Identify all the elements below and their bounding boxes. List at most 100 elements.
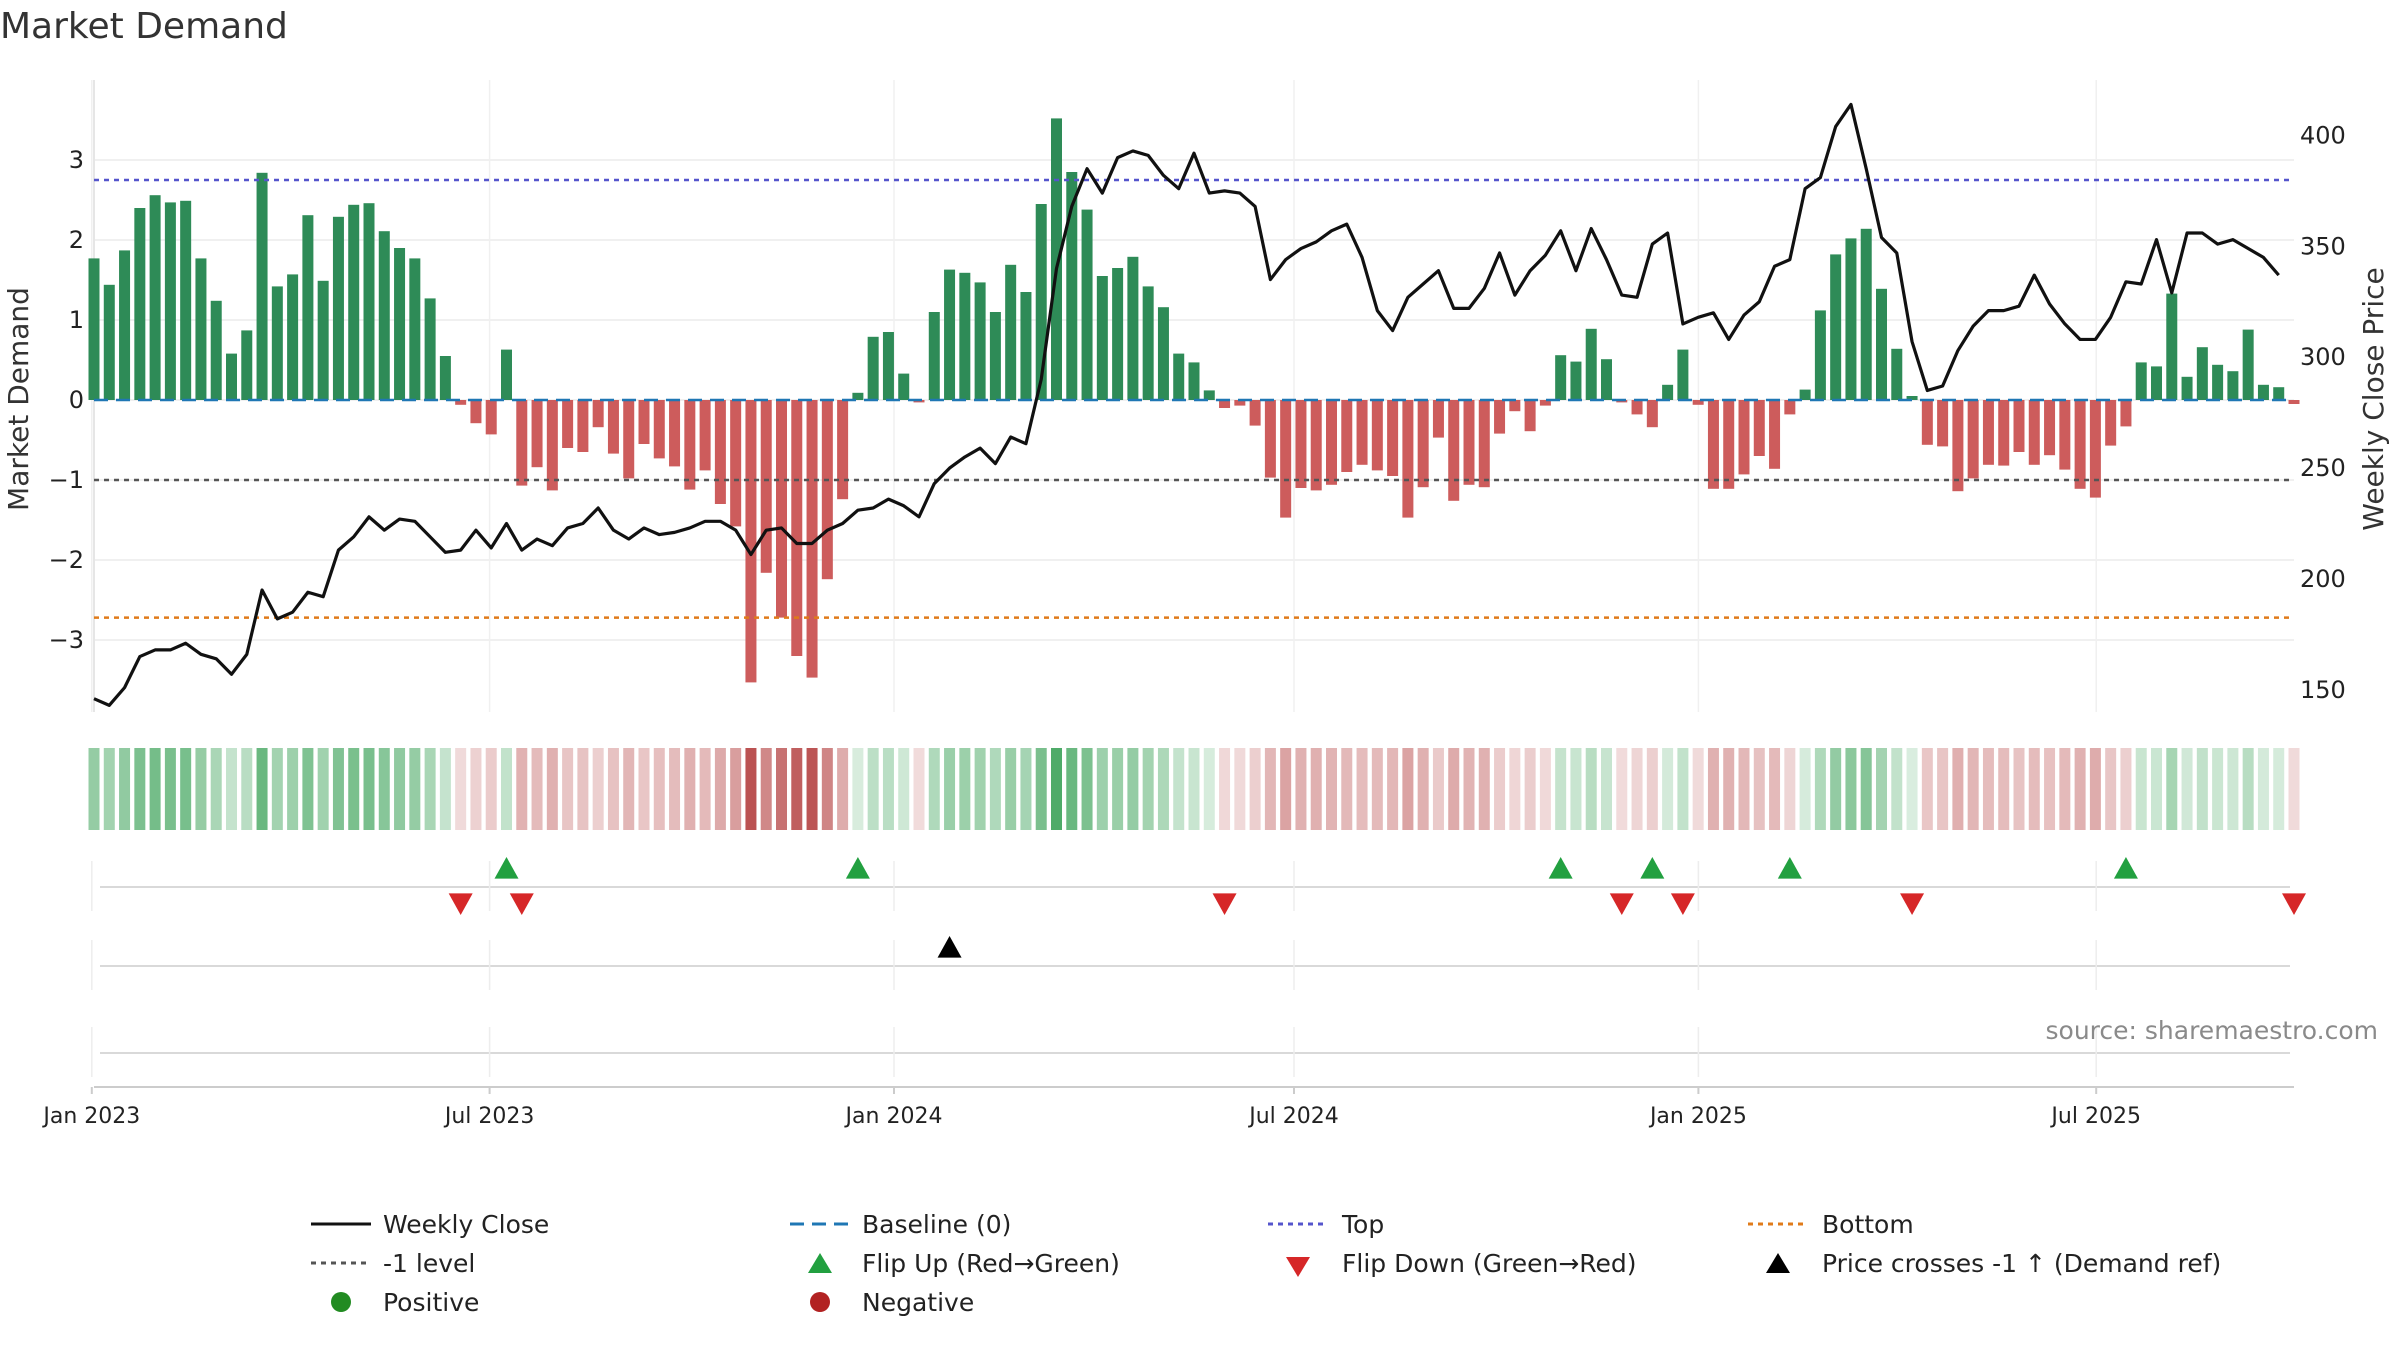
heat-cell [1876, 748, 1887, 830]
demand-bar [1448, 400, 1460, 501]
flip-down-marker [1212, 893, 1237, 915]
heat-cell [119, 748, 131, 830]
heat-cell [2212, 748, 2224, 830]
demand-bar [1341, 400, 1353, 472]
flip-up-marker [1640, 857, 1665, 879]
demand-bar [210, 300, 222, 400]
demand-bar [1921, 400, 1933, 445]
demand-bar [1876, 288, 1887, 400]
heat-cell [2135, 748, 2147, 830]
demand-bar [2013, 400, 2025, 452]
heat-cell [2227, 748, 2239, 830]
heat-cell [837, 748, 849, 830]
x-tick-label: Jan 2024 [844, 1104, 943, 1129]
demand-bar [2151, 366, 2162, 400]
demand-bar [1494, 400, 1506, 434]
heat-cell [592, 748, 604, 830]
demand-bar [1356, 400, 1368, 465]
heat-cell [1020, 748, 1032, 830]
demand-bar [806, 400, 818, 678]
demand-bar [898, 373, 910, 400]
flip-up-marker [1777, 857, 1802, 879]
reference-lines [94, 178, 2294, 619]
heat-cell [1631, 748, 1643, 830]
heat-cell [302, 748, 314, 830]
heat-cell [287, 748, 299, 830]
heat-cell [439, 748, 451, 830]
demand-bar [119, 250, 131, 400]
demand-bar [1188, 362, 1200, 400]
heat-cell [959, 748, 971, 830]
heat-cell [1998, 748, 2010, 830]
flip-down-marker [509, 893, 534, 915]
demand-bar [2105, 400, 2117, 446]
heat-cell [164, 748, 176, 830]
demand-bar [332, 216, 344, 400]
heat-cell [2074, 748, 2086, 830]
demand-bar [1157, 307, 1169, 400]
heat-cell [623, 748, 635, 830]
legend-level: -1 level [383, 1249, 475, 1278]
chart-title: Market Demand [0, 6, 288, 47]
heat-cell [1005, 748, 1017, 830]
price-cross-marker [937, 936, 962, 958]
demand-bar [1310, 400, 1322, 491]
demand-bar [424, 298, 436, 400]
heat-cell [1738, 748, 1750, 830]
demand-bar [1020, 292, 1032, 400]
demand-bar [103, 284, 115, 400]
demand-bar [1646, 400, 1658, 428]
demand-bar [2212, 364, 2224, 400]
demand-bar [577, 400, 589, 452]
demand-bar [1784, 400, 1796, 415]
heat-cell [638, 748, 650, 830]
demand-bar [1601, 359, 1612, 400]
heat-cell [1677, 748, 1689, 830]
y-tick-label: 0 [69, 386, 84, 414]
heat-cell [1539, 748, 1551, 830]
heat-cell [256, 748, 268, 830]
heat-cell [1509, 748, 1521, 830]
y-tick-label: 3 [69, 146, 84, 174]
demand-bar [944, 269, 956, 400]
heat-cell [210, 748, 222, 830]
y-axis-ticks: 3 2 1 0 −1 −2 −3 [49, 146, 84, 654]
legend: Weekly Close Baseline (0) Top Bottom -1 … [311, 1210, 2221, 1317]
legend-positive: Positive [383, 1288, 479, 1317]
heat-cell [1326, 748, 1337, 830]
demand-bar [409, 258, 421, 400]
demand-bar [669, 400, 681, 467]
heat-cell [1860, 748, 1872, 830]
demand-bar [1539, 400, 1551, 406]
demand-bar [959, 272, 971, 400]
demand-bar [1081, 209, 1093, 400]
demand-bar [1173, 353, 1185, 400]
demand-bar [638, 400, 650, 444]
demand-bar [1295, 400, 1307, 488]
heat-cell [1753, 748, 1765, 830]
heat-cell [2166, 748, 2178, 830]
legend-weekly-close: Weekly Close [383, 1210, 549, 1239]
legend-bottom: Bottom [1822, 1210, 1914, 1239]
heat-cell [2013, 748, 2025, 830]
flip-up-marker [2113, 857, 2138, 879]
heat-cell [1173, 748, 1185, 830]
heat-cell [1494, 748, 1506, 830]
source-credit: source: sharemaestro.com [2046, 1016, 2379, 1045]
heat-cell [2196, 748, 2208, 830]
demand-bar [776, 400, 787, 618]
heat-cell [1723, 748, 1735, 830]
heat-cell [1814, 748, 1826, 830]
y-tick-label: −1 [49, 466, 84, 494]
heat-cell [531, 748, 543, 830]
heat-cell [1280, 748, 1292, 830]
heat-cell [1478, 748, 1490, 830]
flip-down-marker [1609, 893, 1634, 915]
demand-bar [1585, 328, 1597, 400]
heat-cell [1967, 748, 1979, 830]
heat-cell [1356, 748, 1368, 830]
heat-cell [2105, 748, 2117, 830]
legend-top: Top [1341, 1210, 1384, 1239]
heat-cell [898, 748, 910, 830]
y-axis-label: Market Demand [2, 287, 35, 511]
